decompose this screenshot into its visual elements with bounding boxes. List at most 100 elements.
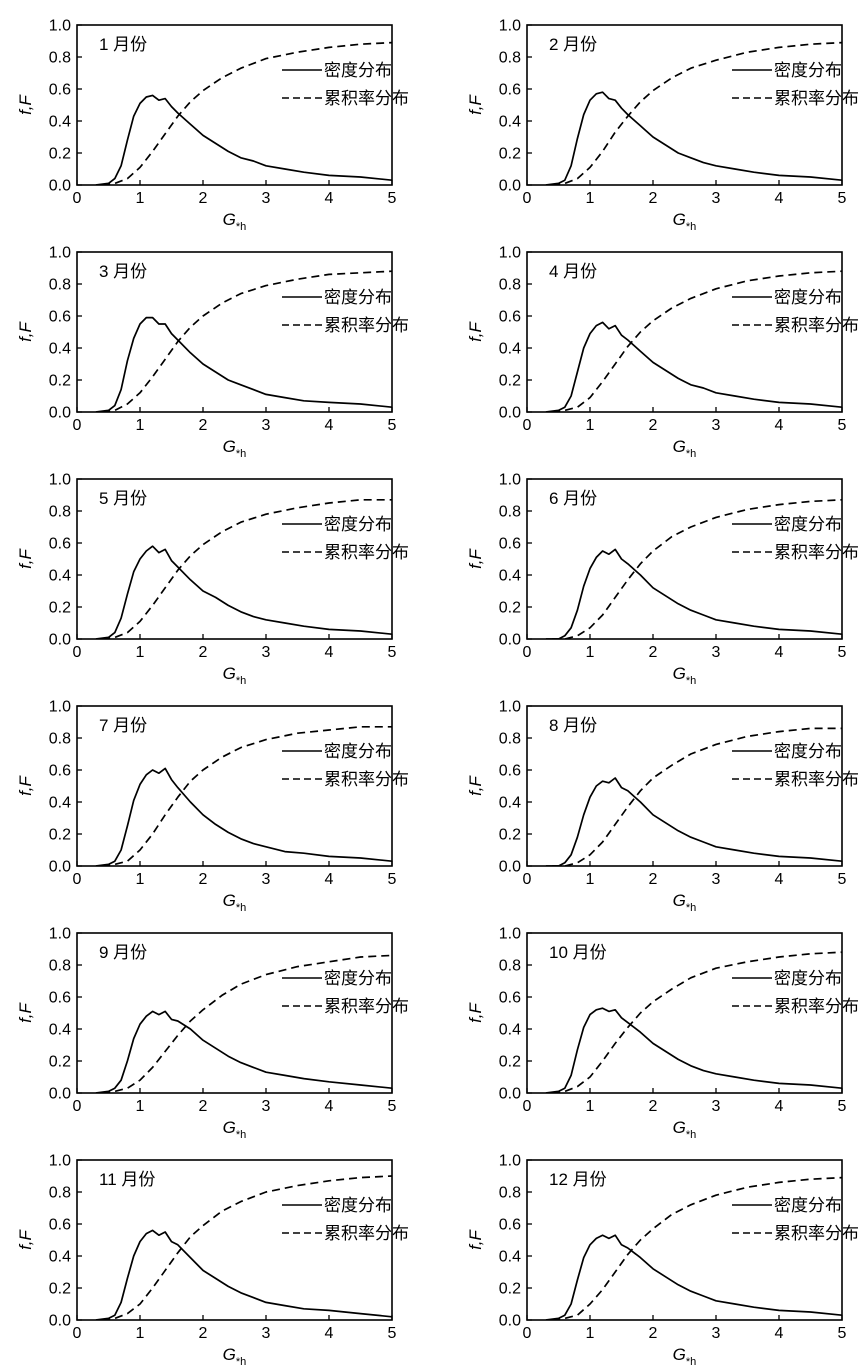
y-tick-label: 1.0	[49, 699, 71, 716]
y-tick-label: 0.4	[499, 341, 521, 358]
x-tick-label: 2	[649, 1098, 658, 1115]
density-distribution-line	[545, 321, 842, 412]
x-axis-label-main: G	[223, 437, 236, 456]
month-label: 3 月份	[99, 262, 147, 281]
y-tick-label: 0.2	[49, 600, 71, 617]
x-axis-label-main: G	[673, 437, 686, 456]
y-tick-label: 0.8	[499, 958, 521, 975]
x-tick-label: 3	[712, 1098, 721, 1115]
legend-label: 累积率分布	[324, 89, 409, 108]
y-tick-label: 1.0	[49, 245, 71, 262]
x-axis-label-subscript: *h	[236, 902, 246, 914]
legend-label: 累积率分布	[774, 316, 859, 335]
y-axis-label: f,F	[16, 774, 35, 795]
x-tick-label: 2	[199, 417, 208, 434]
y-tick-label: 0.4	[49, 1249, 71, 1266]
chart-panel: 0.0 0.2 0.4 0.6 0.8 1.0 0 1 2 3 4 5 f,F G*h 7 月份 密度分布 累积…	[0, 693, 420, 915]
plot-frame	[526, 1159, 843, 1321]
x-tick-label: 1	[136, 1325, 145, 1342]
y-tick-label: 0.8	[499, 50, 521, 67]
cumulative-distribution-line	[552, 951, 842, 1093]
y-tick-label: 0.2	[499, 827, 521, 844]
x-axis-label-subscript: *h	[686, 221, 696, 233]
month-label: 12 月份	[549, 1170, 607, 1189]
legend-label: 累积率分布	[774, 89, 859, 108]
x-tick-label: 2	[199, 1098, 208, 1115]
chart-panel: 0.0 0.2 0.4 0.6 0.8 1.0 0 1 2 3 4 5 f,F G*h 5 月份 密度分布 累积…	[0, 466, 420, 688]
y-axis-label: f,F	[466, 320, 485, 341]
chart-svg: 0.0 0.2 0.4 0.6 0.8 1.0 0 1 2 3 4 5 f,F G*h 8 月份密度分布累积…	[466, 699, 859, 915]
y-tick-label: 0.6	[49, 990, 71, 1007]
x-axis-label-main: G	[223, 891, 236, 910]
x-tick-label: 3	[262, 871, 271, 888]
month-label: 1 月份	[99, 35, 147, 54]
x-tick-label: 5	[388, 871, 397, 888]
y-tick-label: 0.4	[499, 1022, 521, 1039]
y-tick-label: 1.0	[499, 245, 521, 262]
y-tick-label: 0.0	[499, 859, 521, 876]
y-tick-label: 0.6	[499, 82, 521, 99]
y-tick-label: 0.6	[49, 82, 71, 99]
y-tick-label: 0.0	[499, 632, 521, 649]
y-tick-label: 0.6	[499, 990, 521, 1007]
y-tick-label: 0.6	[49, 763, 71, 780]
month-label: 7 月份	[99, 716, 147, 735]
x-tick-label: 5	[838, 417, 847, 434]
cumulative-distribution-line	[102, 498, 392, 639]
y-tick-label: 0.2	[499, 373, 521, 390]
x-tick-label: 3	[712, 871, 721, 888]
x-tick-label: 4	[325, 871, 334, 888]
legend-label: 累积率分布	[774, 997, 859, 1016]
chart-panel: 0.0 0.2 0.4 0.6 0.8 1.0 0 1 2 3 4 5 f,F G*h 4 月份 密度分布 累积…	[450, 239, 863, 461]
y-tick-label: 0.6	[499, 536, 521, 553]
y-tick-label: 0.8	[49, 50, 71, 67]
density-distribution-line	[95, 767, 392, 866]
y-tick-label: 1.0	[499, 699, 521, 716]
x-tick-label: 1	[586, 1325, 595, 1342]
legend-label: 密度分布	[774, 288, 842, 307]
y-tick-label: 0.8	[49, 1185, 71, 1202]
x-axis-label: G*h	[223, 210, 247, 233]
y-tick-label: 0.8	[499, 731, 521, 748]
y-tick-label: 0.6	[499, 1217, 521, 1234]
x-axis-label: G*h	[673, 437, 697, 460]
chart-panel: 0.0 0.2 0.4 0.6 0.8 1.0 0 1 2 3 4 5 f,F G*h 6 月份 密度分布 累积…	[450, 466, 863, 688]
y-tick-label: 0.4	[499, 795, 521, 812]
plot-frame	[76, 932, 393, 1094]
y-tick-label: 0.2	[49, 827, 71, 844]
y-axis-label: f,F	[16, 547, 35, 568]
x-tick-label: 4	[775, 417, 784, 434]
y-tick-label: 0.4	[49, 114, 71, 131]
y-tick-label: 0.6	[499, 309, 521, 326]
density-distribution-line	[545, 548, 842, 639]
y-axis-label: f,F	[16, 320, 35, 341]
y-tick-label: 0.0	[49, 405, 71, 422]
x-tick-label: 3	[262, 417, 271, 434]
x-tick-label: 3	[712, 190, 721, 207]
y-tick-label: 0.4	[499, 1249, 521, 1266]
x-tick-label: 5	[838, 1325, 847, 1342]
y-tick-label: 0.2	[499, 600, 521, 617]
x-tick-label: 0	[73, 1098, 82, 1115]
x-axis-label-subscript: *h	[236, 221, 246, 233]
plot-frame	[526, 24, 843, 186]
legend-label: 累积率分布	[324, 316, 409, 335]
x-tick-label: 4	[325, 644, 334, 661]
x-tick-label: 4	[775, 190, 784, 207]
x-tick-label: 0	[73, 644, 82, 661]
y-tick-label: 0.2	[49, 373, 71, 390]
y-axis-label: f,F	[466, 547, 485, 568]
month-label: 9 月份	[99, 943, 147, 962]
x-tick-label: 0	[523, 871, 532, 888]
x-tick-label: 0	[73, 871, 82, 888]
chart-panel: 0.0 0.2 0.4 0.6 0.8 1.0 0 1 2 3 4 5 f,F G*h 10 月份 密度分布累…	[450, 920, 863, 1142]
cumulative-distribution-line	[552, 1176, 842, 1320]
density-distribution-line	[95, 545, 392, 639]
x-axis-label: G*h	[223, 1118, 247, 1141]
y-tick-label: 0.0	[499, 1086, 521, 1103]
